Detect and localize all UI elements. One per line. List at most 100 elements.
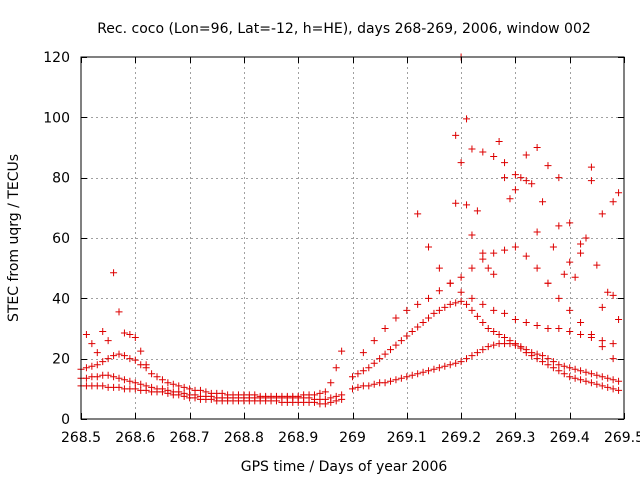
data-point [463, 201, 471, 209]
data-point [522, 177, 530, 185]
data-point [349, 385, 356, 393]
x-tick-labels: 268.5 268.6 268.7 268.8 268.9 269 269.1 269.2 26… [61, 430, 640, 446]
x-tick-label: 268.7 [170, 430, 210, 446]
data-point [560, 270, 568, 278]
data-point [126, 331, 134, 339]
data-point [365, 364, 373, 372]
data-point [587, 177, 595, 185]
data-point [598, 382, 606, 390]
data-point [137, 380, 145, 388]
data-point [490, 270, 498, 278]
data-point [463, 300, 471, 308]
x-tick-label: 268.6 [115, 430, 155, 446]
data-point [533, 321, 541, 329]
data-point [88, 362, 96, 370]
data-point [403, 373, 411, 381]
data-point [392, 314, 400, 322]
data-point [533, 264, 541, 272]
data-point [457, 358, 465, 366]
data-point [549, 364, 557, 372]
data-point [370, 359, 378, 367]
data-point [365, 382, 373, 390]
data-point [511, 315, 519, 323]
data-point [392, 376, 400, 384]
data-point [457, 273, 465, 281]
data-point [539, 198, 547, 206]
series-sat-d [82, 269, 150, 369]
data-point [571, 365, 579, 373]
data-point [164, 379, 172, 387]
data-point [566, 219, 574, 227]
data-point [435, 364, 443, 372]
data-point [479, 255, 487, 263]
x-tick-label: 269.4 [550, 430, 590, 446]
data-point [468, 352, 476, 360]
data-point [457, 288, 465, 296]
data-point [392, 341, 400, 349]
data-point [354, 383, 362, 391]
data-point [332, 397, 340, 405]
data-point [587, 370, 595, 378]
data-point [414, 300, 422, 308]
data-point [408, 371, 416, 379]
x-tick-label: 268.5 [61, 430, 101, 446]
data-point [441, 303, 449, 311]
data-point [381, 325, 389, 332]
data-point [544, 325, 552, 332]
data-point [164, 389, 172, 397]
data-point [533, 228, 541, 236]
series-sat-i [452, 53, 623, 248]
series-sat-e [349, 340, 623, 394]
data-point [441, 362, 449, 370]
data-point [327, 398, 335, 406]
data-point [506, 337, 514, 345]
data-point [463, 355, 471, 363]
data-point [88, 340, 96, 348]
data-point [490, 249, 498, 257]
data-point [479, 249, 487, 257]
data-points [77, 53, 623, 408]
data-point [403, 332, 411, 340]
data-point [376, 355, 384, 363]
data-point [82, 364, 90, 372]
data-point [359, 349, 367, 357]
series-sat-f [349, 297, 623, 385]
data-point [457, 297, 465, 305]
data-point [158, 376, 166, 384]
data-point [435, 264, 443, 272]
data-point [131, 334, 139, 342]
data-point [316, 389, 324, 397]
data-point [180, 383, 188, 391]
data-point [539, 352, 547, 360]
data-point [609, 376, 617, 384]
data-point [457, 159, 465, 167]
y-tick-label: 20 [52, 352, 70, 368]
data-point [517, 343, 525, 351]
data-point [490, 341, 498, 349]
data-point [522, 318, 530, 326]
data-point [598, 373, 606, 381]
data-point [115, 374, 123, 382]
data-point [555, 325, 563, 332]
data-point [609, 385, 617, 393]
data-point [414, 323, 422, 331]
data-point [131, 356, 139, 364]
data-point [169, 380, 177, 388]
x-tick-label: 268.8 [224, 430, 264, 446]
data-point [479, 300, 487, 308]
data-point [495, 331, 503, 339]
data-point [370, 380, 378, 388]
data-point [587, 334, 595, 342]
data-point [452, 199, 460, 207]
data-point [473, 349, 481, 357]
y-tick-label: 40 [52, 291, 70, 307]
data-point [593, 261, 601, 269]
data-point [555, 222, 563, 230]
data-point [479, 148, 487, 156]
data-point [387, 346, 395, 354]
y-tick-label: 0 [61, 412, 70, 428]
data-point [571, 374, 579, 382]
data-point [528, 180, 536, 188]
y-tick-label: 100 [43, 110, 70, 126]
data-point [593, 380, 601, 388]
